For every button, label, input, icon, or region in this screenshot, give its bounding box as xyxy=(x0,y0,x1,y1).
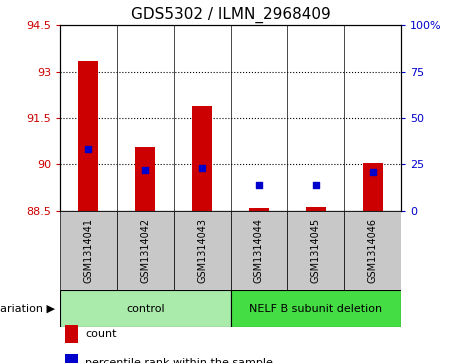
Text: NELF B subunit deletion: NELF B subunit deletion xyxy=(249,303,382,314)
Text: percentile rank within the sample: percentile rank within the sample xyxy=(85,358,273,363)
Bar xyxy=(287,211,344,290)
Bar xyxy=(249,208,269,211)
Point xyxy=(85,147,92,152)
Bar xyxy=(363,163,383,211)
Point xyxy=(369,169,376,175)
Text: GSM1314044: GSM1314044 xyxy=(254,218,264,283)
Text: GSM1314046: GSM1314046 xyxy=(367,218,378,283)
Text: GSM1314041: GSM1314041 xyxy=(83,218,94,283)
Bar xyxy=(60,290,230,327)
Bar xyxy=(174,211,230,290)
Text: GSM1314043: GSM1314043 xyxy=(197,218,207,283)
Text: GSM1314045: GSM1314045 xyxy=(311,218,321,283)
Bar xyxy=(192,106,212,211)
Bar xyxy=(78,61,98,211)
Bar xyxy=(230,290,401,327)
Point xyxy=(142,167,149,173)
Text: count: count xyxy=(85,329,117,339)
Title: GDS5302 / ILMN_2968409: GDS5302 / ILMN_2968409 xyxy=(130,7,331,23)
Point xyxy=(198,165,206,171)
Point xyxy=(312,182,319,188)
Text: GSM1314042: GSM1314042 xyxy=(140,218,150,283)
Bar xyxy=(344,211,401,290)
Bar xyxy=(117,211,174,290)
Bar xyxy=(230,211,287,290)
Bar xyxy=(60,211,117,290)
Bar xyxy=(135,147,155,211)
Text: control: control xyxy=(126,303,165,314)
Point xyxy=(255,182,263,188)
Bar xyxy=(306,207,326,211)
Text: genotype/variation ▶: genotype/variation ▶ xyxy=(0,303,55,314)
